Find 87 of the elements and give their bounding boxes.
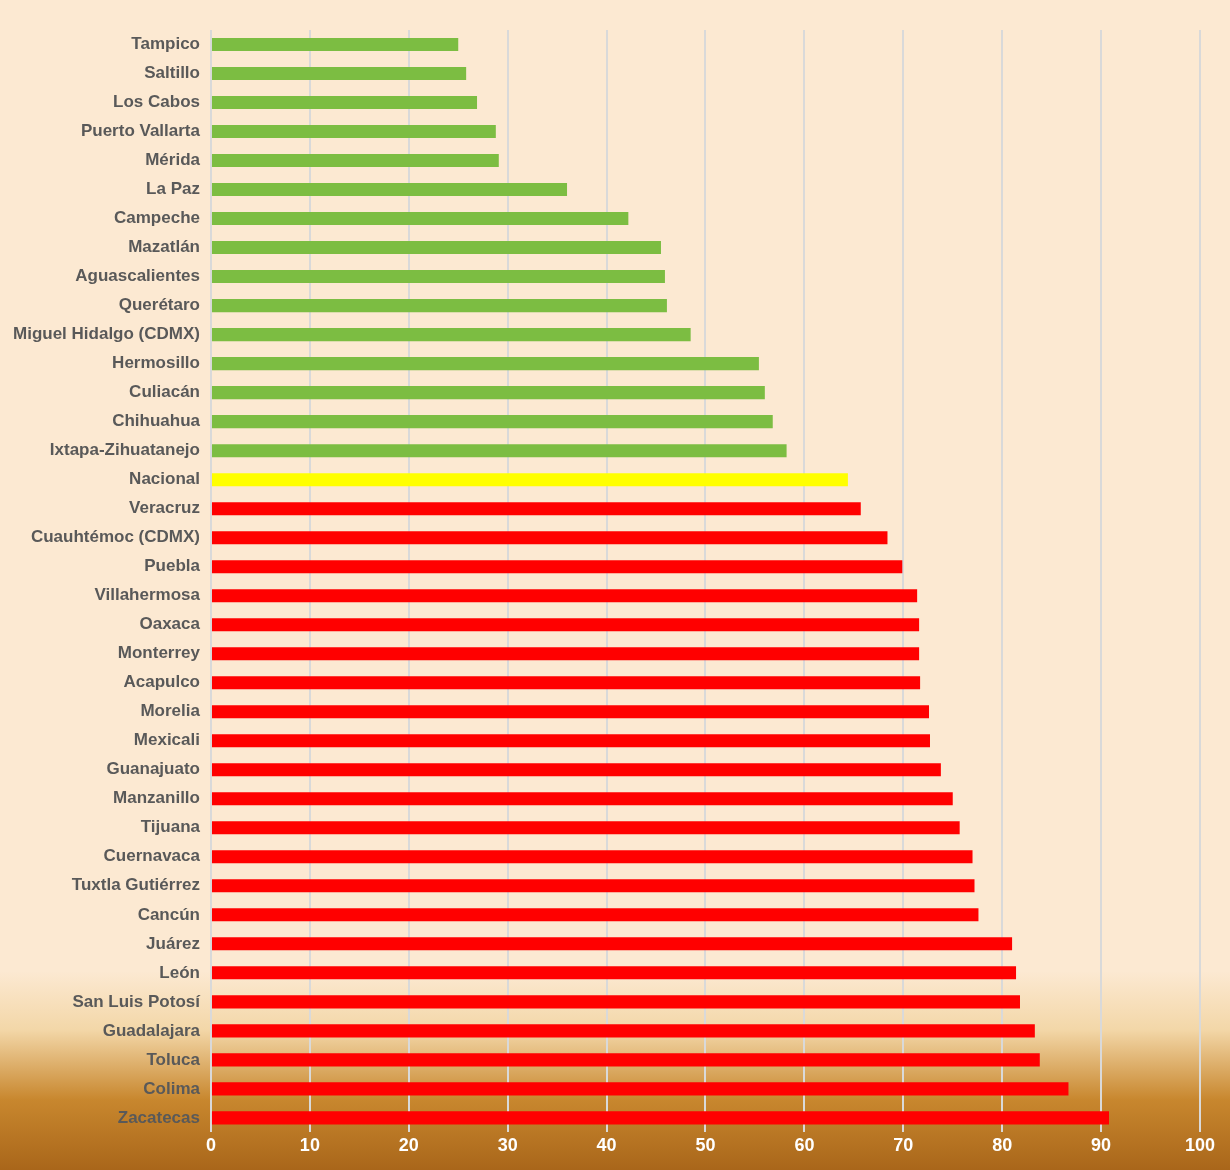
bar	[211, 850, 973, 864]
bar	[211, 705, 930, 719]
bar	[211, 299, 667, 313]
bar	[211, 937, 1013, 951]
y-tick-label: Aguascalientes	[75, 266, 200, 286]
bar	[211, 386, 765, 400]
y-tick-label: Mazatlán	[128, 237, 200, 257]
bar	[211, 444, 787, 458]
y-tick-label: Chihuahua	[112, 411, 201, 431]
y-tick-label: Zacatecas	[117, 1107, 200, 1127]
bar	[211, 589, 918, 603]
bar	[211, 879, 975, 893]
bar	[211, 1024, 1035, 1038]
y-tick-label: Saltillo	[144, 63, 200, 83]
y-tick-label: Guanajuato	[106, 759, 200, 779]
y-tick-label: Veracruz	[129, 498, 200, 518]
y-tick-label: Ixtapa-Zihuatanejo	[49, 440, 200, 460]
bar	[211, 560, 903, 574]
bar	[211, 415, 773, 429]
y-tick-label: Manzanillo	[113, 788, 200, 808]
bar	[211, 270, 665, 284]
bar	[211, 212, 629, 226]
bar	[211, 1082, 1069, 1096]
bar	[211, 66, 467, 81]
y-tick-label: Culiacán	[129, 382, 200, 402]
y-tick-label: Los Cabos	[113, 92, 200, 112]
y-tick-label: Campeche	[114, 208, 200, 228]
x-tick-label: 10	[299, 1135, 320, 1156]
bar	[211, 531, 888, 545]
bar	[211, 676, 921, 690]
y-tick-label: Tuxtla Gutiérrez	[71, 875, 200, 895]
x-tick-label: 30	[497, 1135, 518, 1156]
bar	[211, 357, 759, 371]
bar	[211, 154, 499, 168]
y-tick-label: Juárez	[146, 933, 200, 953]
bar	[211, 908, 979, 922]
y-tick-label: Colima	[143, 1078, 201, 1098]
bar	[211, 618, 920, 632]
bar	[211, 792, 953, 806]
y-tick-label: Cuernavaca	[103, 846, 201, 866]
y-tick-label: Cancún	[137, 904, 200, 924]
y-tick-label: Acapulco	[123, 672, 200, 692]
bar	[211, 502, 861, 516]
y-tick-label: Querétaro	[118, 295, 200, 315]
y-tick-label: La Paz	[146, 179, 200, 199]
y-tick-label: Villahermosa	[94, 585, 201, 605]
bar	[211, 37, 459, 52]
x-tick-label: 60	[794, 1135, 815, 1156]
y-tick-label: León	[159, 962, 200, 982]
y-tick-label: Tijuana	[140, 817, 201, 837]
y-tick-label: Toluca	[146, 1049, 201, 1069]
y-tick-label: Mexicali	[133, 730, 200, 750]
y-tick-label: Guadalajara	[102, 1020, 201, 1040]
y-tick-label: San Luis Potosí	[72, 991, 202, 1011]
y-tick-label: Puebla	[144, 556, 201, 576]
x-tick-label: 90	[1091, 1135, 1112, 1156]
y-tick-label: Oaxaca	[139, 614, 201, 634]
bar	[211, 183, 568, 197]
y-tick-label: Puerto Vallarta	[80, 121, 201, 141]
y-tick-label: Tampico	[131, 34, 200, 54]
x-tick-label: 80	[992, 1135, 1013, 1156]
x-tick-label: 70	[893, 1135, 914, 1156]
bar	[211, 995, 1020, 1009]
y-tick-label: Morelia	[140, 701, 201, 721]
bar	[211, 241, 661, 255]
x-tick-label: 100	[1184, 1135, 1216, 1156]
bar	[211, 328, 691, 342]
bar	[211, 473, 848, 487]
bar	[211, 966, 1017, 980]
y-tick-label: Mérida	[145, 150, 201, 170]
y-tick-label: Hermosillo	[112, 353, 200, 373]
x-tick-label: 20	[398, 1135, 419, 1156]
bar	[211, 125, 496, 139]
bar	[211, 821, 960, 835]
x-tick-label: 0	[205, 1135, 216, 1156]
y-tick-label: Miguel Hidalgo (CDMX)	[13, 324, 200, 344]
x-tick-label: 40	[596, 1135, 617, 1156]
y-tick-label: Monterrey	[117, 643, 201, 663]
bar	[211, 763, 941, 777]
bar	[211, 647, 920, 661]
bar	[211, 1111, 1110, 1125]
y-tick-label: Cuauhtémoc (CDMX)	[30, 527, 200, 547]
x-tick-label: 50	[695, 1135, 716, 1156]
bar	[211, 96, 478, 110]
bar	[211, 734, 930, 748]
bar	[211, 1053, 1040, 1067]
y-tick-label: Nacional	[129, 469, 200, 489]
